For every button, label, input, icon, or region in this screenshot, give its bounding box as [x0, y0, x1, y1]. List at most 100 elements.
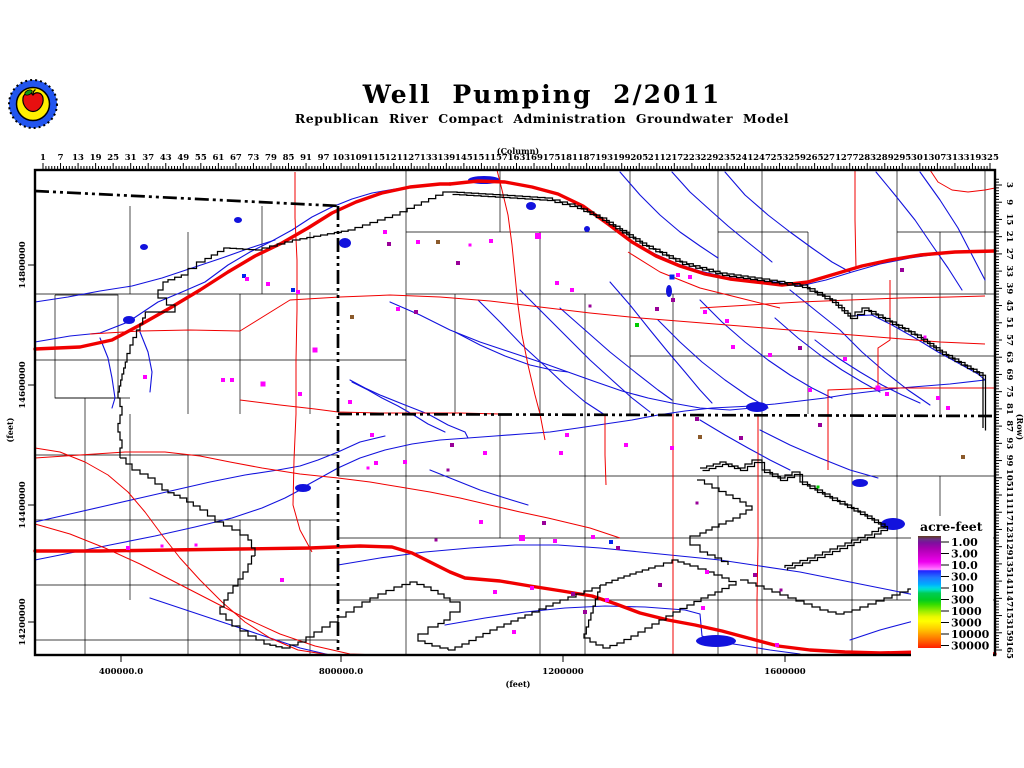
column-tick-label: 37: [142, 153, 154, 163]
well-cell: [366, 466, 370, 470]
well-cell: [456, 261, 460, 265]
row-tick-label: 33: [1004, 265, 1014, 277]
legend-entry: 3.00: [951, 548, 978, 561]
well-cell: [126, 546, 130, 550]
road-line: [627, 251, 781, 309]
state-border: [34, 189, 341, 208]
row-tick-label: 159: [1004, 624, 1014, 642]
column-tick-label: 259: [788, 153, 806, 163]
column-tick-label: 283: [858, 153, 876, 163]
lake: [140, 244, 148, 250]
well-cell: [588, 304, 592, 308]
lake: [526, 202, 536, 210]
well-cell: [923, 335, 927, 339]
road-line: [89, 294, 986, 345]
well-cell: [808, 388, 812, 392]
road-line: [239, 399, 501, 415]
row-tick-label: 141: [1004, 572, 1014, 590]
river-line: [774, 317, 881, 393]
river-line: [751, 379, 986, 407]
row-tick-label: 39: [1004, 282, 1014, 294]
well-cell: [416, 240, 420, 244]
legend-entry: 3000: [951, 617, 982, 630]
column-tick-label: 109: [350, 153, 368, 163]
column-tick-label: 133: [420, 153, 438, 163]
logo-ring-dots: [8, 79, 58, 129]
row-tick-label: 9: [1004, 199, 1014, 205]
rrca-apple-logo: [8, 79, 58, 129]
row-tick-label: 135: [1004, 555, 1014, 573]
well-cell: [280, 578, 284, 582]
well-cell: [565, 433, 569, 437]
well-cell: [245, 277, 249, 281]
logo-apple-stem: [32, 88, 36, 95]
river-line: [299, 405, 753, 490]
well-cell: [230, 378, 234, 382]
river-line: [449, 179, 996, 287]
well-cell: [450, 443, 454, 447]
river-line: [789, 289, 931, 406]
lake: [123, 316, 135, 324]
road-line: [292, 172, 313, 553]
well-cell: [885, 392, 889, 396]
river-line: [34, 435, 386, 523]
well-cell: [635, 323, 639, 327]
column-tick-label: 1: [40, 153, 46, 163]
legend-entry: 1.00: [951, 536, 978, 549]
well-cell: [296, 290, 300, 294]
river-line: [429, 469, 529, 506]
column-tick-label: 235: [718, 153, 736, 163]
well-cell: [387, 242, 391, 246]
model-boundary: [120, 457, 256, 556]
river-line: [454, 331, 569, 373]
highway-line: [33, 182, 452, 351]
left-tick-label: 14400000: [18, 481, 28, 528]
model-boundary: [452, 193, 987, 431]
road-line: [699, 295, 986, 309]
well-cell: [160, 544, 164, 548]
legend-entry: 30000: [951, 640, 990, 653]
well-cell: [512, 630, 516, 634]
column-tick-label: 151: [473, 153, 491, 163]
legend-entry: 10000: [951, 628, 990, 641]
well-cell: [900, 268, 904, 272]
bottom-tick-label: 1200000: [542, 667, 583, 677]
well-cell: [731, 345, 735, 349]
model-boundary: [117, 191, 450, 458]
column-tick-label: 97: [318, 153, 330, 163]
well-cell: [446, 468, 450, 472]
row-tick-label: 123: [1004, 521, 1014, 539]
well-cell: [768, 353, 772, 357]
row-tick-label: 165: [1004, 641, 1014, 659]
well-cell: [530, 586, 534, 590]
well-cell: [370, 433, 374, 437]
lake: [746, 402, 768, 412]
left-tick-label: 14800000: [18, 241, 28, 288]
logo-apple-leaf: [24, 89, 33, 96]
bottom-axis-caption: (feet): [506, 679, 531, 689]
well-cell: [779, 588, 783, 592]
well-cell: [396, 307, 400, 311]
row-tick-label: 117: [1004, 503, 1014, 521]
river-line: [559, 307, 673, 401]
well-cell: [298, 392, 302, 396]
column-tick-label: 19: [90, 153, 102, 163]
well-cell: [753, 573, 757, 577]
well-cell: [555, 281, 559, 285]
river-line: [99, 337, 116, 409]
well-cell: [655, 307, 659, 311]
column-tick-label: 217: [665, 153, 683, 163]
column-tick-label: 289: [876, 153, 894, 163]
column-tick-label: 241: [736, 153, 754, 163]
bottom-tick-label: 400000.0: [99, 667, 143, 677]
row-tick-label: 147: [1004, 589, 1014, 607]
well-cell: [374, 461, 378, 465]
column-tick-label: 127: [402, 153, 420, 163]
column-tick-label: 79: [265, 153, 277, 163]
legend-entry: 1000: [951, 605, 982, 618]
well-cell: [414, 310, 418, 314]
well-cell: [489, 239, 493, 243]
road-line: [756, 414, 759, 655]
well-cell: [291, 288, 295, 292]
lake: [584, 226, 590, 232]
